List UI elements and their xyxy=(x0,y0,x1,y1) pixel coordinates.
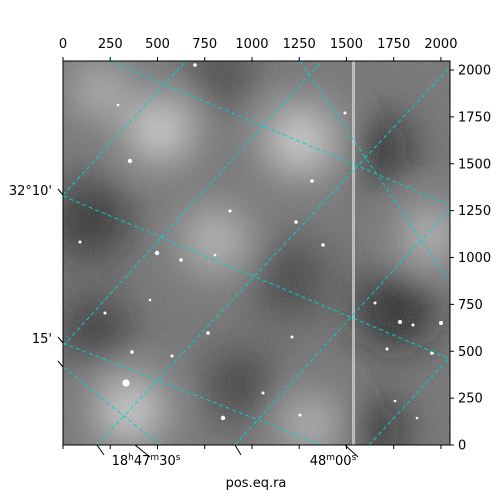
grid-line xyxy=(108,61,450,206)
star xyxy=(393,399,397,403)
x-tick-label: 1250 xyxy=(283,37,316,52)
coordinate-grid xyxy=(63,61,450,445)
x-tick-label: 500 xyxy=(145,37,170,52)
star xyxy=(373,301,377,305)
pixel-y-axis-right: 0 250 500 750 1000 1250 1500 1750 2000 xyxy=(450,64,491,454)
dec-tick-label: 15' xyxy=(32,332,52,347)
star xyxy=(213,253,217,257)
star xyxy=(206,331,210,335)
star xyxy=(298,413,302,417)
ra-tick-label: 48m00s xyxy=(310,453,357,469)
star xyxy=(321,243,325,247)
star xyxy=(78,240,82,244)
star xyxy=(130,350,134,354)
x-tick-label: 0 xyxy=(59,37,67,52)
y-tick-label: 2000 xyxy=(458,64,491,79)
dec-minor-tick xyxy=(57,360,64,368)
star xyxy=(261,391,265,395)
star xyxy=(179,258,183,262)
ra-axis-bottom: 18h47m30s 48m00s xyxy=(96,444,359,469)
star xyxy=(415,416,419,420)
y-tick-label: 1500 xyxy=(458,157,491,172)
grid-line xyxy=(299,61,450,283)
ra-tick xyxy=(344,444,359,458)
grid-line xyxy=(96,66,450,445)
x-tick-label: 2000 xyxy=(424,37,457,52)
grid-line xyxy=(63,61,323,347)
plot-frame xyxy=(62,60,451,446)
star xyxy=(170,354,174,358)
star xyxy=(116,103,120,107)
ra-minor-tick xyxy=(96,444,105,456)
dec-tick xyxy=(57,336,64,344)
star xyxy=(343,111,347,115)
x-tick-label: 250 xyxy=(98,37,123,52)
x-tick-label: 1750 xyxy=(377,37,410,52)
star xyxy=(103,311,107,315)
star xyxy=(290,335,294,339)
dec-axis-left: 32°10' 15' xyxy=(9,184,64,368)
ra-tick-label: 18h47m30s xyxy=(112,453,181,469)
grid-line xyxy=(63,342,323,445)
x-tick-label: 1000 xyxy=(235,37,268,52)
pixel-x-axis-top: 0 250 500 750 1000 1250 1500 1750 2000 xyxy=(59,37,457,449)
x-tick-label: 750 xyxy=(192,37,217,52)
y-tick-label: 1750 xyxy=(458,110,491,125)
star xyxy=(228,209,232,213)
y-tick-label: 750 xyxy=(458,298,483,313)
star xyxy=(294,220,298,224)
x-tick-label: 1500 xyxy=(330,37,363,52)
grid-line xyxy=(368,356,450,445)
dec-tick xyxy=(57,188,64,196)
star xyxy=(220,415,226,421)
sky-image xyxy=(63,61,450,445)
star xyxy=(193,63,197,67)
y-tick-label: 1250 xyxy=(458,204,491,219)
grid-line xyxy=(234,207,450,445)
star xyxy=(385,347,389,351)
dec-tick-label: 32°10' xyxy=(9,184,52,199)
star xyxy=(148,298,152,302)
star xyxy=(411,323,415,327)
y-tick-label: 500 xyxy=(458,345,483,360)
star xyxy=(310,179,314,183)
star xyxy=(154,250,160,256)
column-streak xyxy=(352,61,355,445)
ra-minor-tick xyxy=(234,444,242,456)
star xyxy=(398,320,402,324)
ra-tick xyxy=(134,444,151,458)
grid-line xyxy=(63,61,187,196)
star xyxy=(122,379,130,387)
y-tick-label: 250 xyxy=(458,392,483,407)
star xyxy=(439,321,443,325)
y-tick-label: 0 xyxy=(458,439,466,454)
star xyxy=(127,158,133,164)
y-tick-label: 1000 xyxy=(458,251,491,266)
x-axis-label: pos.eq.ra xyxy=(226,476,287,491)
